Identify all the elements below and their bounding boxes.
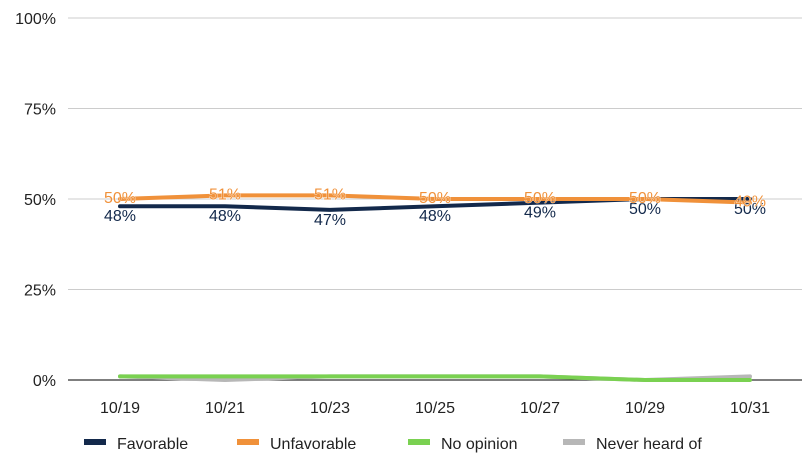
data-labels: 48% 48% 47% 48% 49% 50% 50%50% 51% 51% 50% 50% 50% 4… — [104, 186, 767, 229]
data-label-favorable: 48% — [419, 208, 451, 225]
y-tick-label: 50% — [24, 192, 56, 209]
y-tick-label: 0% — [33, 373, 56, 390]
y-axis: 0% 25% 50% 75% 100% — [15, 11, 56, 390]
data-label-favorable: 47% — [314, 212, 346, 229]
legend-label: Favorable — [117, 436, 188, 453]
legend-item-never-heard-of[interactable]: Never heard of — [563, 436, 702, 453]
series-line-no-opinion — [118, 374, 752, 382]
legend-label: Never heard of — [596, 436, 702, 453]
legend-item-favorable[interactable]: Favorable — [84, 436, 188, 453]
series-lines — [118, 193, 752, 382]
series-line-unfavorable — [118, 193, 752, 205]
legend: Favorable Unfavorable No opinion Never hear… — [84, 436, 702, 453]
x-tick-label: 10/27 — [520, 400, 560, 417]
legend-swatch — [237, 439, 259, 445]
y-tick-label: 75% — [24, 102, 56, 119]
y-tick-label: 100% — [15, 11, 56, 28]
data-label-unfavorable: 50% — [104, 190, 136, 207]
data-label-favorable: 48% — [104, 208, 136, 225]
x-tick-label: 10/23 — [310, 400, 350, 417]
x-tick-label: 10/25 — [415, 400, 455, 417]
legend-item-no-opinion[interactable]: No opinion — [408, 436, 518, 453]
data-label-favorable: 50% — [629, 201, 661, 218]
data-label-favorable: 50% — [734, 201, 766, 218]
x-axis: 10/19 10/21 10/23 10/25 10/27 10/29 10/31 — [100, 400, 770, 417]
data-label-favorable: 48% — [209, 208, 241, 225]
legend-swatch — [408, 439, 430, 445]
data-label-favorable: 49% — [524, 205, 556, 222]
x-tick-label: 10/31 — [730, 400, 770, 417]
x-tick-label: 10/29 — [625, 400, 665, 417]
x-tick-label: 10/21 — [205, 400, 245, 417]
data-label-unfavorable: 51% — [314, 186, 346, 203]
legend-label: No opinion — [441, 436, 518, 453]
legend-item-unfavorable[interactable]: Unfavorable — [237, 436, 356, 453]
legend-swatch — [84, 439, 106, 445]
y-tick-label: 25% — [24, 283, 56, 300]
x-tick-label: 10/19 — [100, 400, 140, 417]
legend-swatch — [563, 439, 585, 445]
data-label-unfavorable: 49% — [734, 194, 766, 211]
data-label-unfavorable: 50% — [524, 190, 556, 207]
data-label-unfavorable: 50% — [629, 190, 661, 207]
legend-label: Unfavorable — [270, 436, 356, 453]
data-label-unfavorable: 51% — [209, 186, 241, 203]
data-label-unfavorable: 50% — [419, 190, 451, 207]
